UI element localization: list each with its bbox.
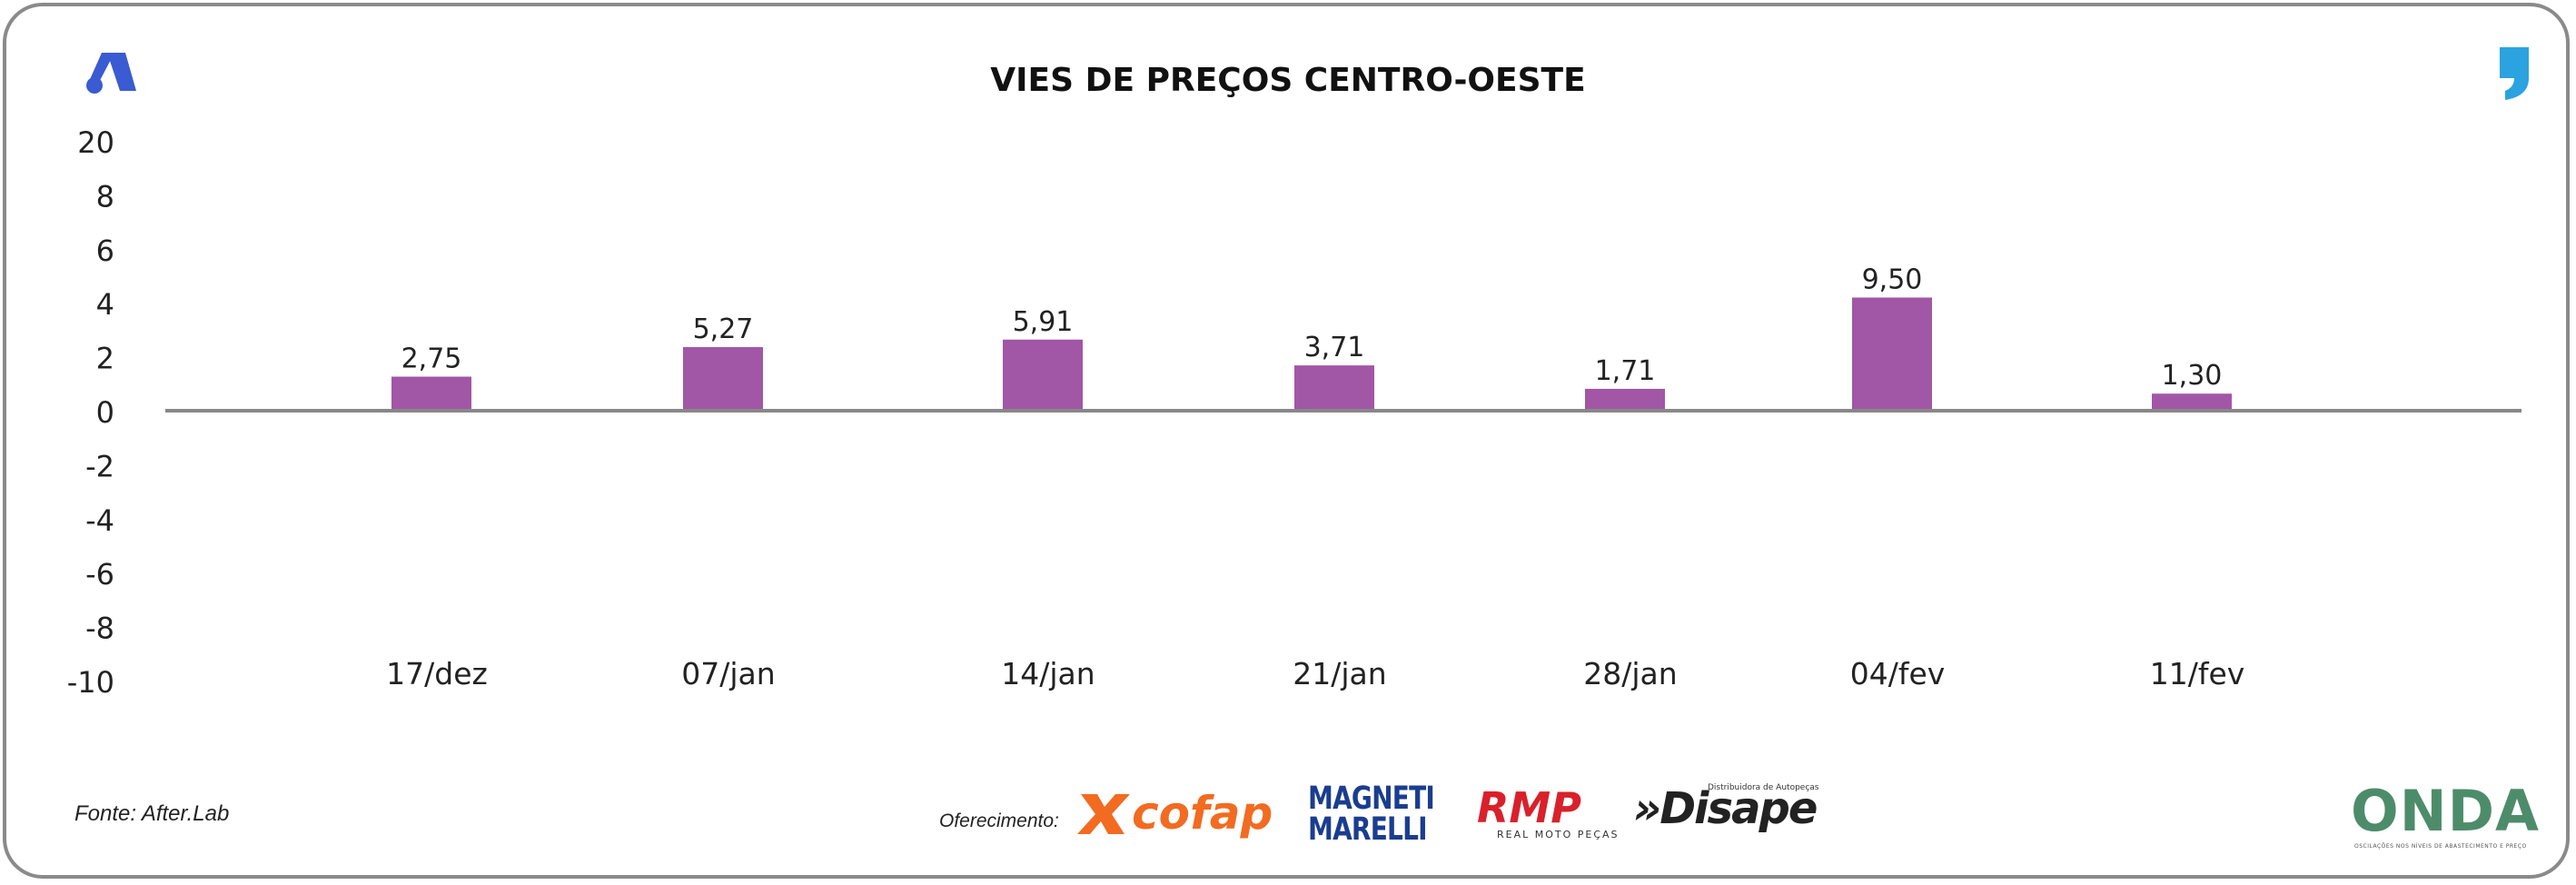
data-label: 3,71: [1304, 332, 1365, 363]
y-tick-label: -2: [85, 449, 114, 483]
x-tick-label: 17/dez: [386, 656, 488, 691]
x-tick-label: 14/jan: [1001, 656, 1095, 691]
data-label: 9,50: [1862, 264, 1923, 295]
bar: [2152, 393, 2232, 409]
bar: [391, 376, 471, 409]
brand-a-logo-icon: [86, 53, 136, 94]
x-tick-label: 11/fev: [2150, 656, 2245, 691]
sponsor-magneti-marelli-logo: MAGNETI MARELLI: [1308, 781, 1435, 848]
y-tick-label: -4: [85, 503, 114, 538]
quote-comma-icon: [2500, 47, 2529, 100]
bar-series: [391, 297, 2232, 409]
source-note: Fonte: After.Lab: [74, 801, 230, 826]
sponsor-rmp-logo: RMP: [1477, 783, 1581, 832]
bar: [683, 347, 763, 409]
data-label: 1,30: [2162, 360, 2223, 392]
y-tick-label: 20: [77, 125, 114, 160]
chart-title: VIES DE PREÇOS CENTRO-OESTE: [990, 62, 1585, 99]
bar: [1003, 339, 1083, 409]
x-axis-ticks: 17/dez 07/jan 14/jan 21/jan 28/jan 04/fev 11/f…: [386, 656, 2244, 691]
data-label: 5,91: [1013, 306, 1074, 338]
x-tick-label: 21/jan: [1293, 656, 1386, 691]
y-tick-label: 0: [96, 395, 114, 430]
y-tick-label: 8: [96, 179, 114, 214]
sponsor-cofap-logo: cofap: [1132, 787, 1273, 840]
data-label: 2,75: [401, 343, 462, 375]
x-tick-label: 07/jan: [681, 656, 775, 691]
y-tick-label: -6: [85, 557, 114, 592]
onda-logo: ONDA: [2351, 778, 2541, 844]
marelli-line: MARELLI: [1308, 811, 1428, 848]
data-label: 1,71: [1595, 355, 1656, 387]
x-tick-label: 28/jan: [1583, 656, 1677, 691]
y-tick-label: -8: [85, 612, 114, 646]
y-tick-label: 6: [96, 234, 114, 268]
magneti-line: MAGNETI: [1308, 781, 1435, 817]
data-label: 5,27: [693, 313, 754, 345]
y-tick-label: 2: [96, 342, 114, 376]
disape-subtitle: Distribuidora de Autopeças: [1708, 783, 1819, 792]
bar: [1852, 297, 1932, 409]
sponsor-label: Oferecimento:: [939, 810, 1059, 831]
onda-tagline: OSCILAÇÕES NOS NÍVEIS DE ABASTECIMENTO E…: [2354, 843, 2527, 850]
cofap-x-icon: [1077, 794, 1130, 834]
bar: [1294, 365, 1374, 409]
rmp-subtitle: REAL MOTO PEÇAS: [1497, 829, 1620, 840]
sponsor-disape-logo: »Disape: [1633, 783, 1818, 834]
data-labels: 2,75 5,27 5,91 3,71 1,71 9,50 1,30: [401, 264, 2223, 392]
x-tick-label: 04/fev: [1850, 656, 1946, 691]
bar: [1585, 388, 1665, 409]
y-tick-label: 4: [96, 287, 114, 322]
disape-text: Disape: [1660, 783, 1818, 834]
disape-chevron-icon: »: [1633, 783, 1661, 834]
y-tick-label: -10: [67, 665, 114, 700]
chart-frame: [3, 3, 2570, 879]
